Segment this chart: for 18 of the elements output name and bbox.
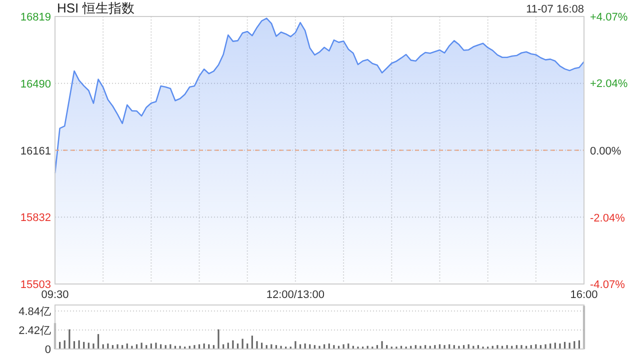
- x-tick-label: 12:00/13:00: [266, 289, 325, 301]
- y-tick-label: 15503: [20, 279, 51, 291]
- x-tick-label: 09:30: [41, 289, 69, 301]
- y-tick-label: 2.42亿: [18, 324, 51, 337]
- x-tick-label: 16:00: [570, 289, 598, 301]
- y-tick-label: 16161: [20, 145, 51, 158]
- y2-tick-label: +2.04%: [590, 78, 628, 90]
- y2-tick-label: +4.07%: [590, 12, 628, 24]
- text: 11-07 16:08: [526, 4, 584, 16]
- y-tick-label: 15832: [20, 212, 51, 224]
- y-tick-label: 0: [44, 344, 51, 356]
- y-tick-label: 4.84亿: [18, 306, 51, 318]
- chart-title: HSI 恒生指数: [57, 0, 134, 16]
- y-tick-label: 16490: [20, 78, 51, 90]
- y2-tick-label: 0.00%: [590, 145, 622, 158]
- y2-tick-label: -2.04%: [590, 212, 626, 224]
- y2-tick-label: -4.07%: [590, 279, 626, 291]
- y-tick-label: 16819: [20, 12, 51, 24]
